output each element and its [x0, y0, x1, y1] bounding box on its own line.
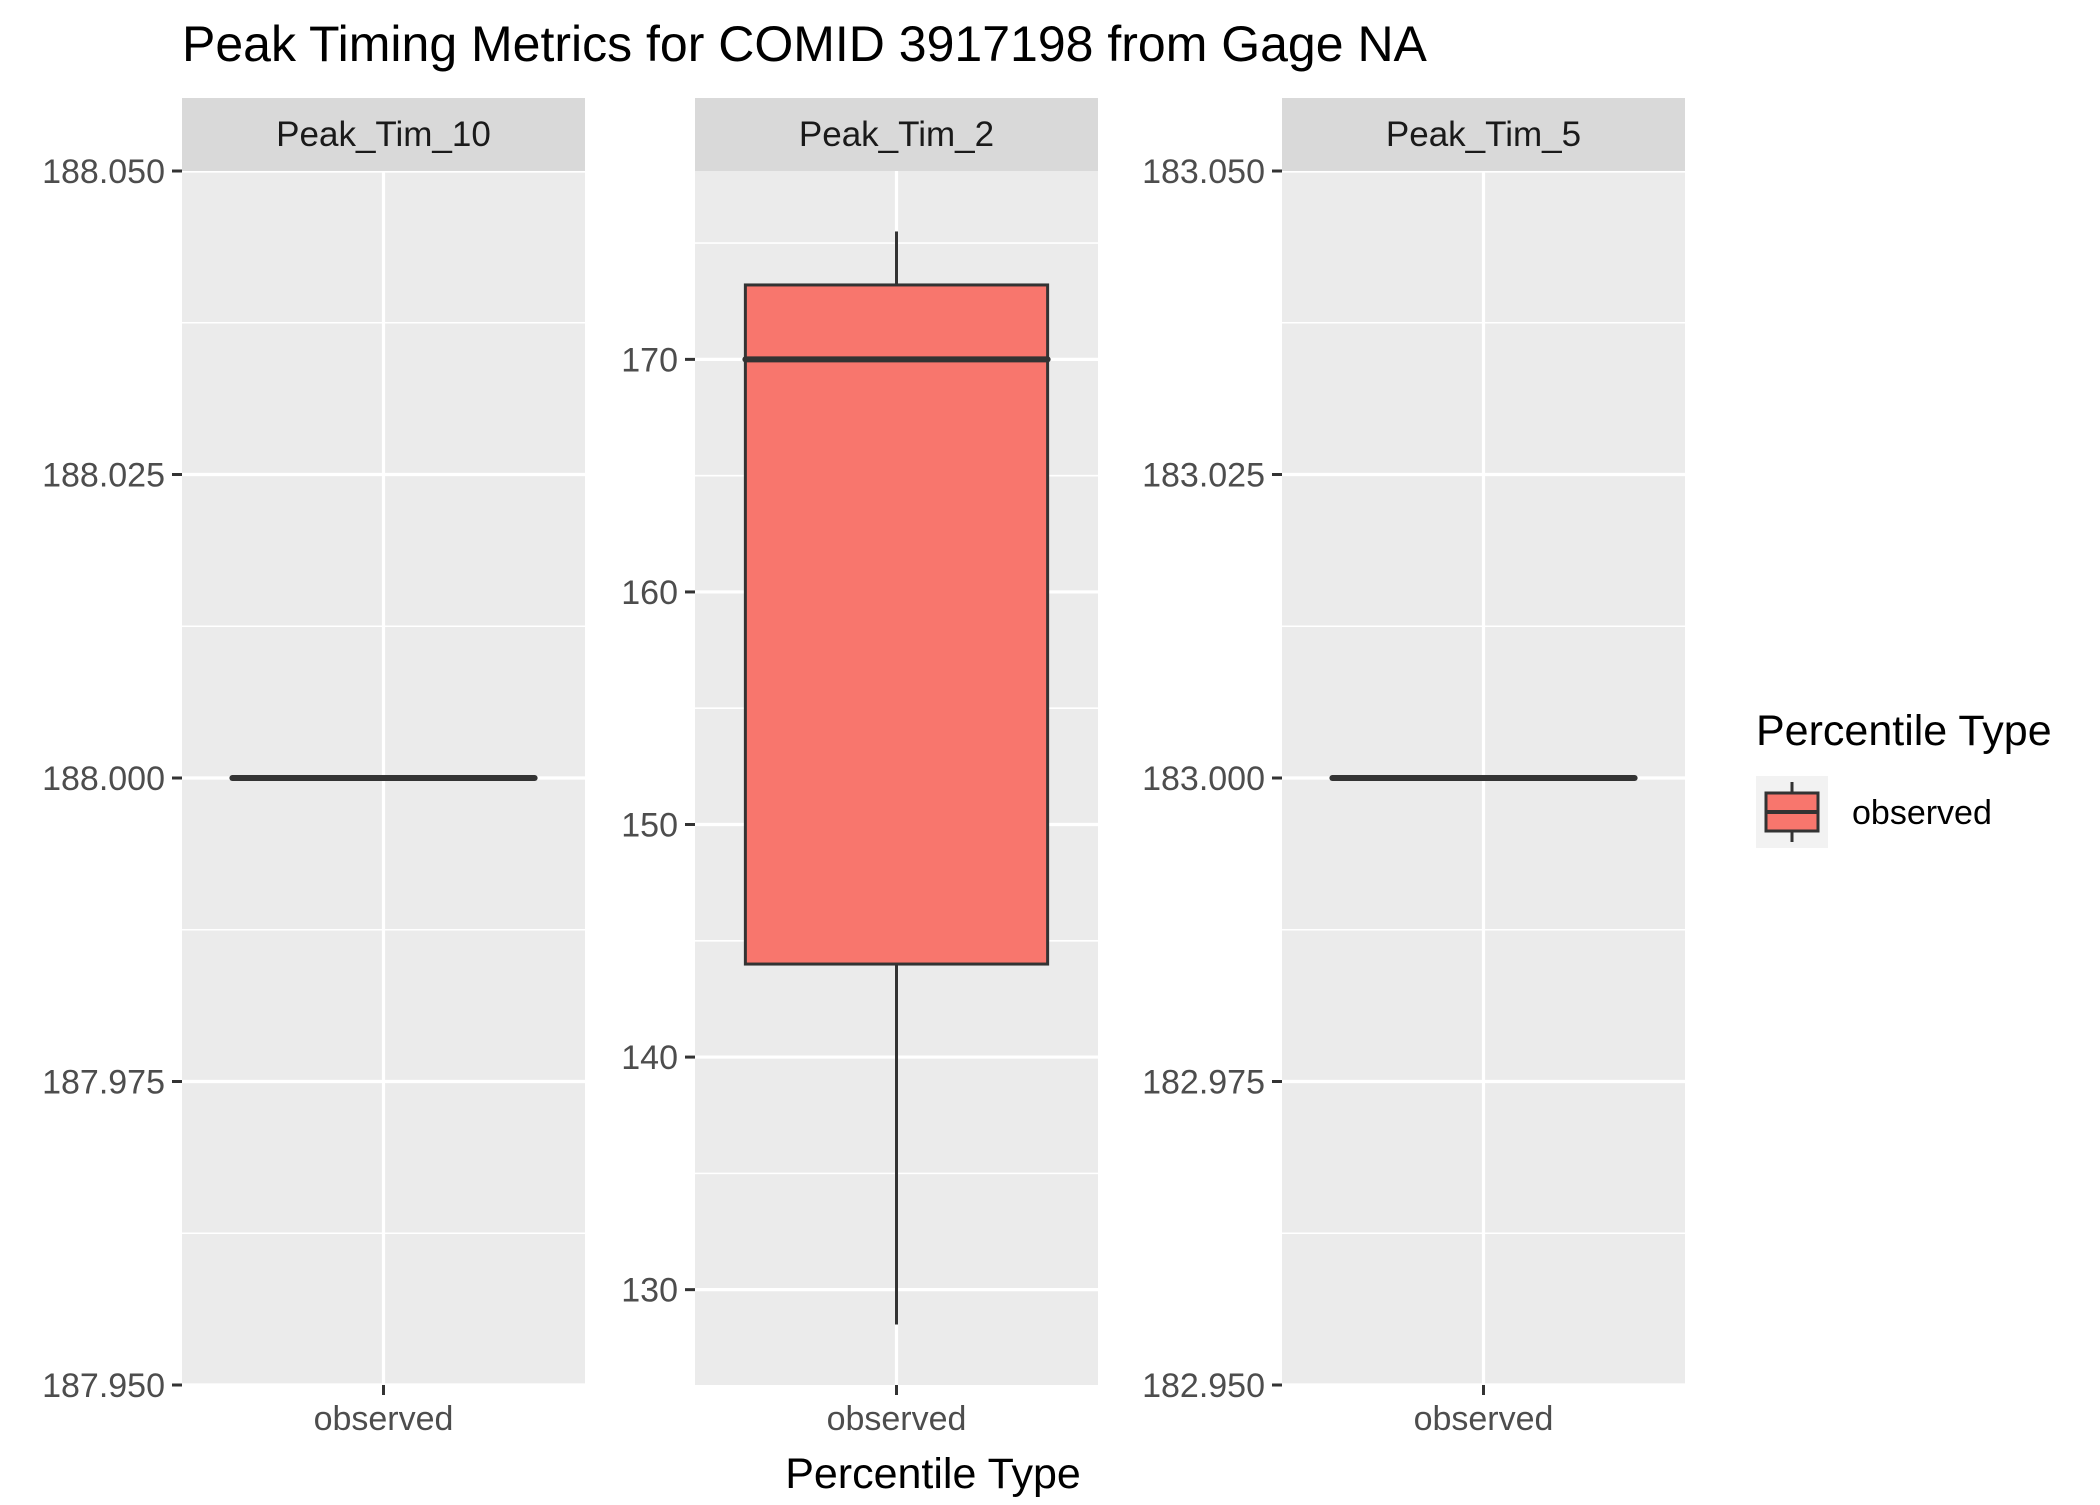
facet-strip — [1282, 98, 1685, 171]
x-axis-label: Percentile Type — [785, 1450, 1081, 1498]
y-tick-label: 187.950 — [42, 1367, 165, 1405]
facet-panel-2: 130 140 150 160 170 Peak_Tim_2 observed — [621, 98, 1098, 1438]
y-tick-label: 183.000 — [1142, 760, 1265, 798]
facet-strip-label: Peak_Tim_10 — [276, 115, 491, 154]
y-tick-label: 188.000 — [42, 760, 165, 798]
y-tick-label: 182.950 — [1142, 1367, 1265, 1405]
box — [743, 283, 1050, 966]
facet-panel-3: 182.950 182.975 183.000 183.025 183.050 Peak_… — [1142, 98, 1685, 1438]
facet-strip — [182, 98, 585, 171]
y-tick-label: 188.025 — [42, 457, 165, 495]
y-tick-label: 160 — [621, 574, 678, 612]
facet-strip-label: Peak_Tim_5 — [1386, 115, 1581, 154]
x-tick-label: observed — [314, 1400, 454, 1438]
y-tick-label: 183.050 — [1142, 153, 1265, 191]
chart-title: Peak Timing Metrics for COMID 3917198 fr… — [182, 16, 1428, 72]
legend-entries: observed — [1756, 776, 1992, 848]
y-tick-label: 130 — [621, 1272, 678, 1310]
legend-entry-label: observed — [1852, 794, 1992, 832]
y-tick-label: 170 — [621, 341, 678, 379]
y-tick-label: 150 — [621, 807, 678, 845]
x-tick-label: observed — [827, 1400, 967, 1438]
legend-title: Percentile Type — [1756, 707, 2052, 755]
facet-panel-1: 187.950 187.975 188.000 188.025 188.050 Peak_… — [42, 98, 585, 1438]
y-tick-label: 188.050 — [42, 153, 165, 191]
facet-panels: 187.950 187.975 188.000 188.025 188.050 Peak_… — [42, 98, 1685, 1438]
y-tick-label: 187.975 — [42, 1064, 165, 1102]
legend: Percentile Type observed — [1756, 707, 2052, 848]
y-tick-label: 182.975 — [1142, 1064, 1265, 1102]
y-tick-label: 183.025 — [1142, 457, 1265, 495]
x-tick-label: observed — [1414, 1400, 1554, 1438]
facet-strip — [695, 98, 1098, 171]
y-tick-label: 140 — [621, 1039, 678, 1077]
facet-strip-label: Peak_Tim_2 — [799, 115, 994, 154]
legend-key — [1756, 776, 1828, 848]
